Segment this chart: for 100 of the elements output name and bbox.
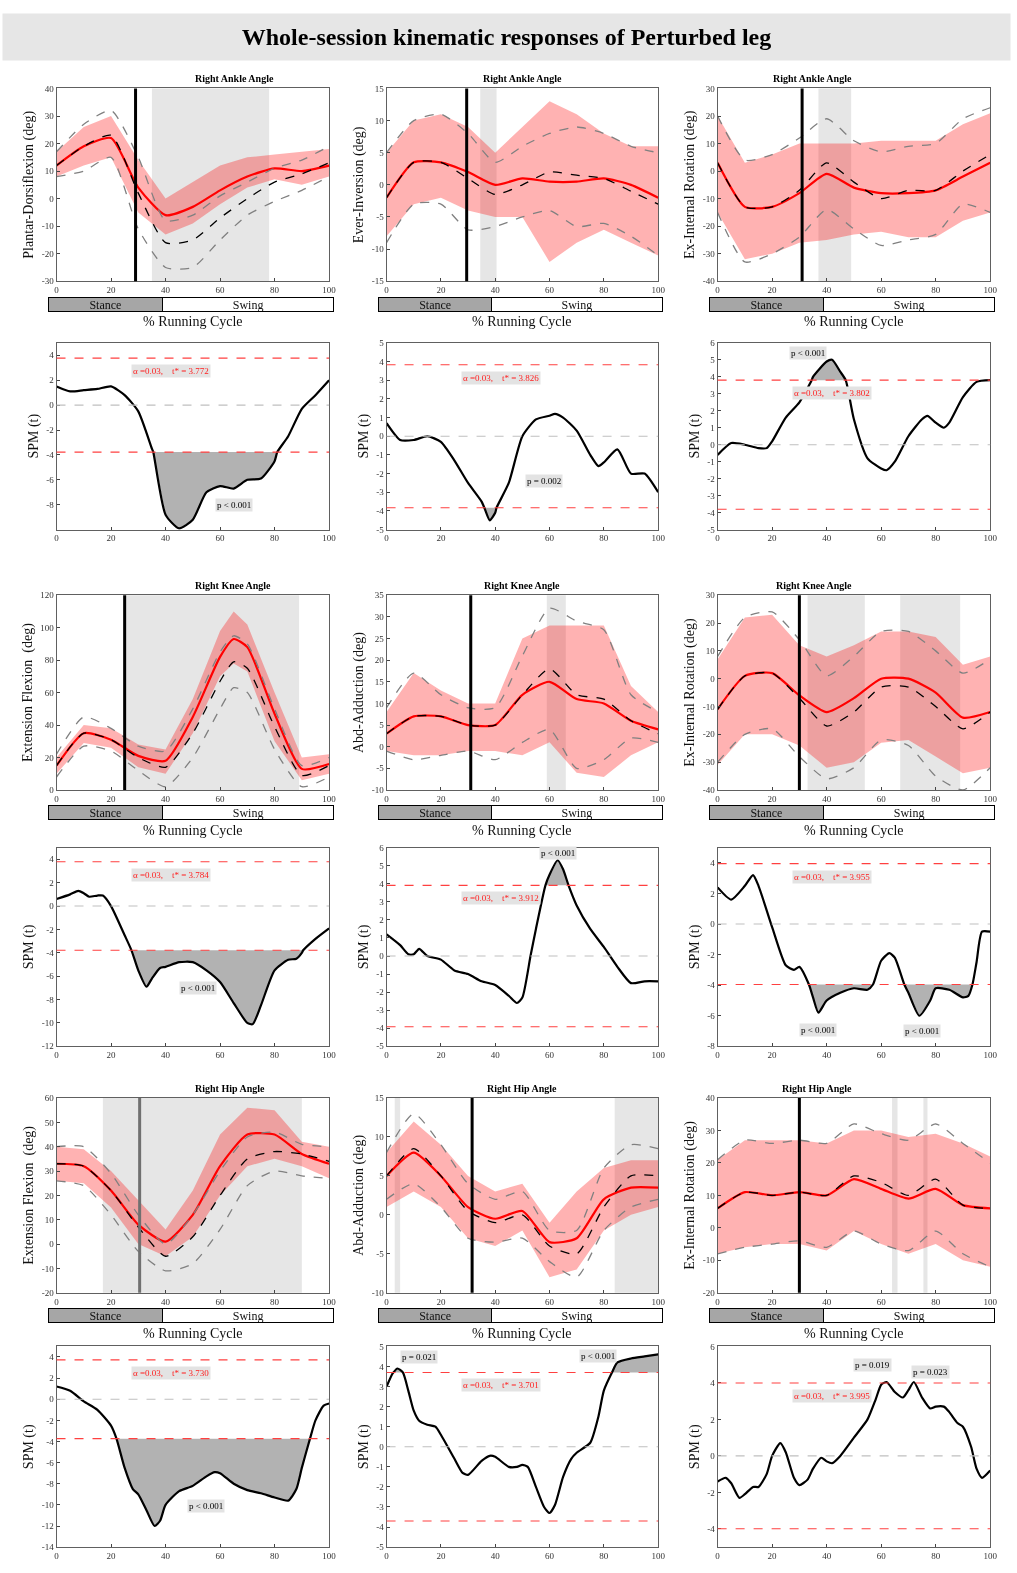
annotation: α =0.03, t* = 3.701 (463, 1380, 539, 1390)
y-tick-label: 40 (44, 83, 55, 94)
y-tick-label: 0 (379, 1210, 385, 1221)
y-tick-label: -2 (707, 1487, 715, 1498)
text: Swing (893, 1308, 925, 1323)
annotation: α =0.03, t* = 3.912 (463, 893, 539, 903)
y-tick-label: 5 (379, 1171, 385, 1182)
line-series (717, 358, 991, 472)
chart-title: Right Ankle Angle (483, 73, 562, 84)
x-tick-label: 80 (599, 1050, 609, 1061)
x-tick-label: 20 (436, 1050, 446, 1061)
y-tick-label: -1 (376, 450, 384, 461)
y-tick-label: -30 (702, 248, 716, 259)
x-axis-title: % Running Cycle (804, 1326, 904, 1341)
x-tick-label: 20 (106, 1550, 117, 1561)
y-tick-label: 100 (40, 622, 55, 633)
line-series (717, 874, 991, 1017)
x-tick-label: 20 (106, 533, 117, 544)
y-tick-label: -4 (46, 450, 55, 461)
y-tick-label: -20 (702, 729, 716, 740)
x-tick-label: 40 (490, 533, 501, 544)
y-tick-label: 0 (710, 673, 716, 684)
x-tick-label: 20 (436, 1550, 446, 1561)
y-tick-label: 0 (710, 919, 716, 930)
y-tick-label: 0 (379, 431, 385, 442)
y-axis-title: SPM (t) (21, 924, 38, 970)
y-axis-title: SPM (t) (355, 413, 372, 459)
y-tick-label: 2 (379, 1401, 384, 1412)
text: Stance (419, 805, 452, 820)
text: Stance (419, 1308, 452, 1323)
y-tick-label: 10 (705, 646, 716, 657)
text: Stance (89, 1308, 122, 1323)
y-tick-label: 0 (710, 1223, 716, 1233)
y-tick-label: 2 (379, 915, 384, 926)
y-tick-label: 5 (379, 720, 385, 731)
y-tick-label: 2 (710, 1414, 715, 1425)
text: Stance (750, 1308, 783, 1323)
x-tick-label: 100 (651, 1050, 666, 1061)
y-axis-title: Ex-Internal Rotation (deg) (682, 1120, 699, 1270)
chart-title: Right Hip Angle (195, 1083, 266, 1094)
y-tick-label: 3 (710, 388, 716, 399)
x-tick-label: 100 (322, 533, 337, 544)
x-tick-label: 60 (215, 1550, 226, 1561)
y-tick-label: 1 (379, 412, 384, 423)
chart-title: Right Ankle Angle (195, 73, 274, 84)
y-tick-label: 2 (379, 394, 384, 405)
y-tick-label: 2 (710, 405, 715, 416)
y-tick-label: 3 (379, 375, 385, 386)
annotation: p = 0.023 (913, 1367, 948, 1377)
y-tick-label: 2 (710, 888, 715, 899)
y-tick-label: 0 (710, 166, 716, 177)
text: Swing (232, 805, 264, 820)
y-tick-label: 10 (374, 115, 385, 126)
y-tick-label: -14 (41, 1542, 55, 1553)
x-axis-title: % Running Cycle (472, 314, 572, 329)
line-series (56, 136, 330, 217)
annotation: α =0.03, t* = 3.784 (133, 870, 210, 880)
x-tick-label: 100 (651, 1296, 666, 1307)
y-tick-label: 5 (379, 860, 385, 871)
text: Swing (561, 297, 593, 312)
y-tick-label: -40 (702, 785, 716, 796)
y-tick-label: -3 (707, 490, 716, 501)
annotation: α =0.03, t* = 3.772 (133, 366, 209, 376)
y-tick-label: 6 (379, 842, 385, 853)
chart-title: Right Ankle Angle (773, 73, 852, 84)
x-tick-label: 60 (545, 793, 555, 804)
y-axis-title: Ex-Internal Rotation (deg) (682, 110, 699, 260)
x-tick-label: 40 (490, 1296, 501, 1307)
annotation: α =0.03, t* = 3.730 (133, 1368, 210, 1378)
y-tick-label: 1 (379, 1421, 384, 1432)
x-tick-label: 20 (767, 285, 778, 296)
text: Stance (419, 297, 452, 312)
y-tick-label: 0 (49, 1239, 55, 1250)
text: Swing (561, 1308, 593, 1323)
x-tick-label: 40 (822, 1296, 832, 1307)
x-tick-label: 20 (106, 285, 117, 296)
y-tick-label: -10 (702, 701, 716, 712)
y-tick-label: -15 (371, 276, 385, 287)
y-tick-label: 0 (49, 785, 55, 796)
line-series (56, 1385, 330, 1528)
x-tick-label: 40 (822, 533, 832, 544)
x-tick-label: 100 (983, 533, 998, 544)
y-tick-label: -4 (376, 1023, 385, 1034)
y-axis-title: SPM (t) (686, 924, 703, 970)
y-tick-label: 15 (374, 1093, 385, 1104)
x-tick-label: 40 (490, 285, 501, 296)
y-tick-label: 0 (49, 901, 55, 912)
x-tick-label: 80 (270, 1296, 280, 1307)
x-axis-title: % Running Cycle (804, 823, 904, 838)
x-tick-label: 80 (931, 285, 941, 296)
x-tick-label: 20 (106, 1296, 117, 1307)
line-series (386, 859, 659, 1005)
x-tick-label: 40 (161, 1050, 171, 1061)
y-tick-label: 2 (49, 375, 54, 386)
y-tick-label: 10 (44, 166, 55, 177)
x-tick-label: 100 (651, 1550, 666, 1561)
x-tick-label: 20 (767, 1050, 778, 1061)
y-tick-label: 0 (379, 951, 385, 962)
x-tick-label: 100 (983, 1050, 998, 1061)
x-tick-label: 40 (822, 285, 832, 296)
